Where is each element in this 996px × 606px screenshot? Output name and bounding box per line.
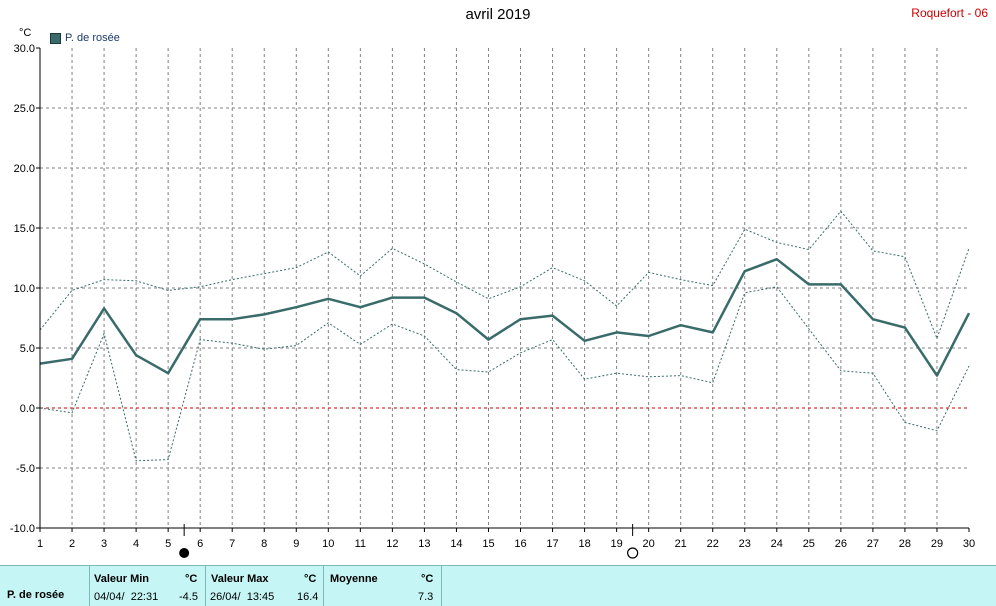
x-tick-label: 2 xyxy=(69,538,75,550)
x-tick-label: 1 xyxy=(37,538,43,550)
y-tick-label: 25.0 xyxy=(14,103,35,115)
y-tick-label: -10.0 xyxy=(10,523,35,535)
legend: P. de rosée xyxy=(50,32,120,44)
dew-point-max-line xyxy=(39,210,970,340)
max-value: 16.4 xyxy=(297,591,319,603)
x-tick-label: 7 xyxy=(229,538,235,550)
series-layer xyxy=(39,210,971,462)
mean-unit: °C xyxy=(421,573,434,585)
x-tick-label: 19 xyxy=(610,538,622,550)
min-date: 04/04/ 22:31 xyxy=(94,591,159,603)
x-tick-label: 16 xyxy=(514,538,526,550)
mean-value: 7.3 xyxy=(418,591,434,603)
max-unit: °C xyxy=(304,573,317,585)
stats-max-cell: Valeur Max °C 26/04/ 13:45 16.4 xyxy=(205,566,324,606)
x-tick-label: 11 xyxy=(355,538,366,550)
legend-swatch xyxy=(50,32,61,44)
y-tick-label: 10.0 xyxy=(14,283,35,295)
stats-panel: P. de rosée Valeur Min °C 04/04/ 22:31 -… xyxy=(0,565,996,606)
axes xyxy=(36,47,970,559)
x-tick-label: 18 xyxy=(578,538,590,550)
y-tick-label: 20.0 xyxy=(14,163,35,175)
x-tick-label: 14 xyxy=(450,538,462,550)
new-moon-icon xyxy=(179,548,190,558)
tick-labels: 30.025.020.015.010.05.00.0-5.0-10.01 2 3 4 5… xyxy=(10,43,975,550)
x-tick-label: 12 xyxy=(386,538,398,550)
y-tick-label: 0.0 xyxy=(20,403,35,415)
x-tick-label: 29 xyxy=(931,538,943,550)
dew-point-min-line xyxy=(39,286,970,462)
x-tick-label: 10 xyxy=(322,538,334,550)
min-unit: °C xyxy=(185,573,198,585)
x-tick-label: 22 xyxy=(707,538,719,550)
x-tick-label: 30 xyxy=(963,538,975,550)
x-tick-label: 24 xyxy=(771,538,783,550)
stats-row-label-cell: P. de rosée xyxy=(0,566,90,606)
max-header: Valeur Max xyxy=(211,573,269,585)
grid xyxy=(40,48,969,528)
x-tick-label: 8 xyxy=(261,538,267,550)
min-value: -4.5 xyxy=(179,591,198,603)
y-tick-label: 30.0 xyxy=(14,43,35,55)
stats-min-cell: Valeur Min °C 04/04/ 22:31 -4.5 xyxy=(89,566,206,606)
x-tick-label: 27 xyxy=(867,538,879,550)
x-tick-label: 20 xyxy=(643,538,655,550)
stats-row-label: P. de rosée xyxy=(7,589,65,601)
x-tick-label: 26 xyxy=(835,538,847,550)
x-tick-label: 4 xyxy=(133,538,139,550)
dew-point-chart: 30.025.020.015.010.05.00.0-5.0-10.01 2 3 4 5… xyxy=(10,43,975,559)
station-name: Roquefort - 06 xyxy=(911,6,988,20)
x-tick-label: 28 xyxy=(899,538,911,550)
x-tick-label: 3 xyxy=(101,538,107,550)
min-header: Valeur Min xyxy=(94,573,150,585)
y-tick-label: -5.0 xyxy=(16,463,35,475)
x-tick-label: 13 xyxy=(418,538,430,550)
chart-title: avril 2019 xyxy=(465,6,531,23)
x-tick-label: 23 xyxy=(739,538,751,550)
max-date: 26/04/ 13:45 xyxy=(210,591,275,603)
y-tick-label: 5.0 xyxy=(20,343,35,355)
legend-label: P. de rosée xyxy=(65,32,120,44)
stats-mean-cell: Moyenne °C 7.3 xyxy=(323,566,442,606)
dew-point-mean-line xyxy=(39,257,971,377)
x-tick-label: 9 xyxy=(293,538,299,550)
x-tick-label: 25 xyxy=(803,538,815,550)
x-tick-label: 17 xyxy=(546,538,558,550)
mean-header: Moyenne xyxy=(330,573,378,585)
full-moon-icon xyxy=(627,547,639,559)
x-tick-label: 21 xyxy=(675,538,687,550)
x-tick-label: 15 xyxy=(482,538,494,550)
y-tick-label: 15.0 xyxy=(14,223,35,235)
x-tick-label: 5 xyxy=(165,538,171,550)
x-tick-label: 6 xyxy=(197,538,203,550)
y-axis-unit: °C xyxy=(19,27,32,39)
